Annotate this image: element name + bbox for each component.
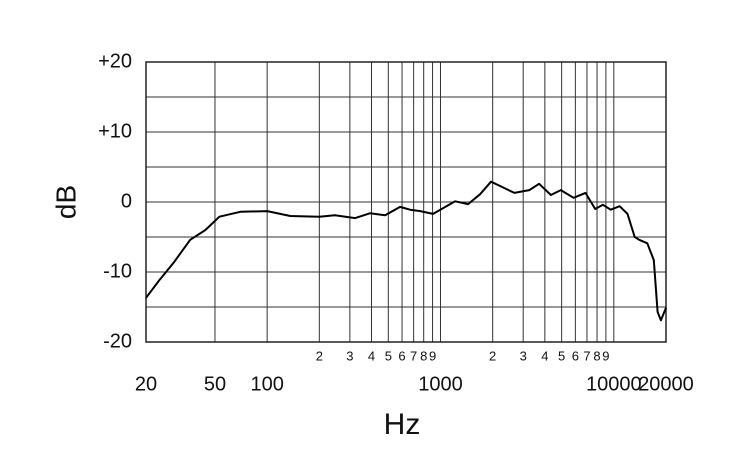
x-tick-label: 9 [429,348,436,363]
x-tick-label: 5 [385,348,392,363]
y-tick-label: +10 [98,120,132,142]
y-tick-label: +20 [98,50,132,72]
x-tick-label: 8 [420,348,427,363]
x-tick-label: 4 [368,348,375,363]
plot-frame [145,61,667,343]
x-tick-label: 6 [572,348,579,363]
response-line [145,180,667,322]
x-tick-label: 7 [410,348,417,363]
y-tick-label: -10 [103,260,132,282]
x-tick-label: 7 [583,348,590,363]
x-tick-label: 9 [602,348,609,363]
x-tick-label: 2 [489,348,496,363]
y-tick-label: 0 [121,190,132,212]
x-tick-label: 20000 [638,373,694,395]
x-tick-label: 50 [204,373,226,395]
x-tick-label: 5 [558,348,565,363]
x-tick-label: 6 [398,348,405,363]
x-tick-label: 20 [135,373,157,395]
y-axis-label: dB [50,185,81,219]
x-tick-label: 8 [593,348,600,363]
x-tick-label: 1000 [418,373,463,395]
x-tick-label: 100 [250,373,283,395]
x-tick-label: 10000 [586,373,642,395]
x-tick-label: 3 [520,348,527,363]
x-tick-label: 2 [316,348,323,363]
y-tick-label: -20 [103,330,132,352]
x-tick-label: 3 [346,348,353,363]
x-axis-label: Hz [384,408,421,441]
x-tick-label: 4 [541,348,548,363]
